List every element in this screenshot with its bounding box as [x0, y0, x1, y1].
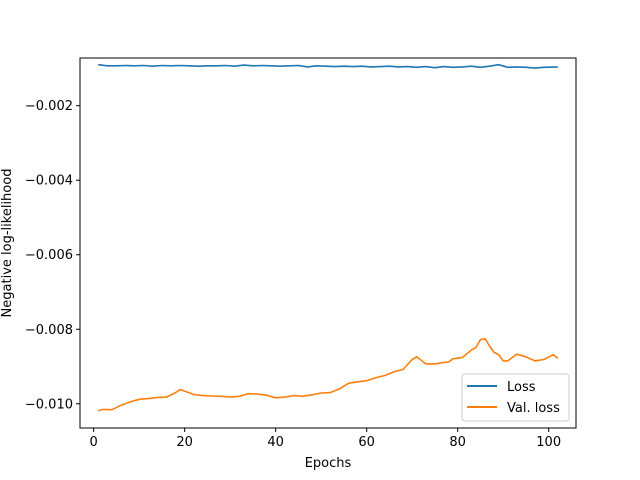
y-tick-label: −0.002 [25, 99, 73, 114]
y-tick-label: −0.008 [25, 323, 73, 338]
y-axis: −0.002 −0.004 −0.006 −0.008 −0.010 [25, 99, 80, 412]
legend: Loss Val. loss [461, 373, 570, 422]
plot-area [80, 58, 576, 428]
x-tick-label: 60 [358, 435, 375, 450]
x-axis-label: Epochs [305, 456, 352, 471]
y-tick-label: −0.004 [25, 174, 73, 189]
x-tick-label: 80 [449, 435, 466, 450]
x-tick-label: 20 [176, 435, 193, 450]
x-tick-label: 0 [90, 435, 98, 450]
legend-label-loss: Loss [507, 380, 536, 395]
plot-frame [79, 57, 577, 429]
x-axis: 0 20 40 60 80 100 [90, 428, 561, 450]
x-tick-label: 40 [267, 435, 284, 450]
x-tick-label: 100 [536, 435, 561, 450]
series-layer [97, 63, 559, 412]
legend-label-val-loss: Val. loss [507, 401, 560, 416]
y-axis-label: Negative log-likelihood [0, 169, 15, 318]
y-tick-label: −0.006 [25, 248, 73, 263]
series-line-loss [98, 63, 558, 69]
series-line-val-loss [97, 337, 559, 412]
y-tick-label: −0.010 [25, 397, 73, 412]
